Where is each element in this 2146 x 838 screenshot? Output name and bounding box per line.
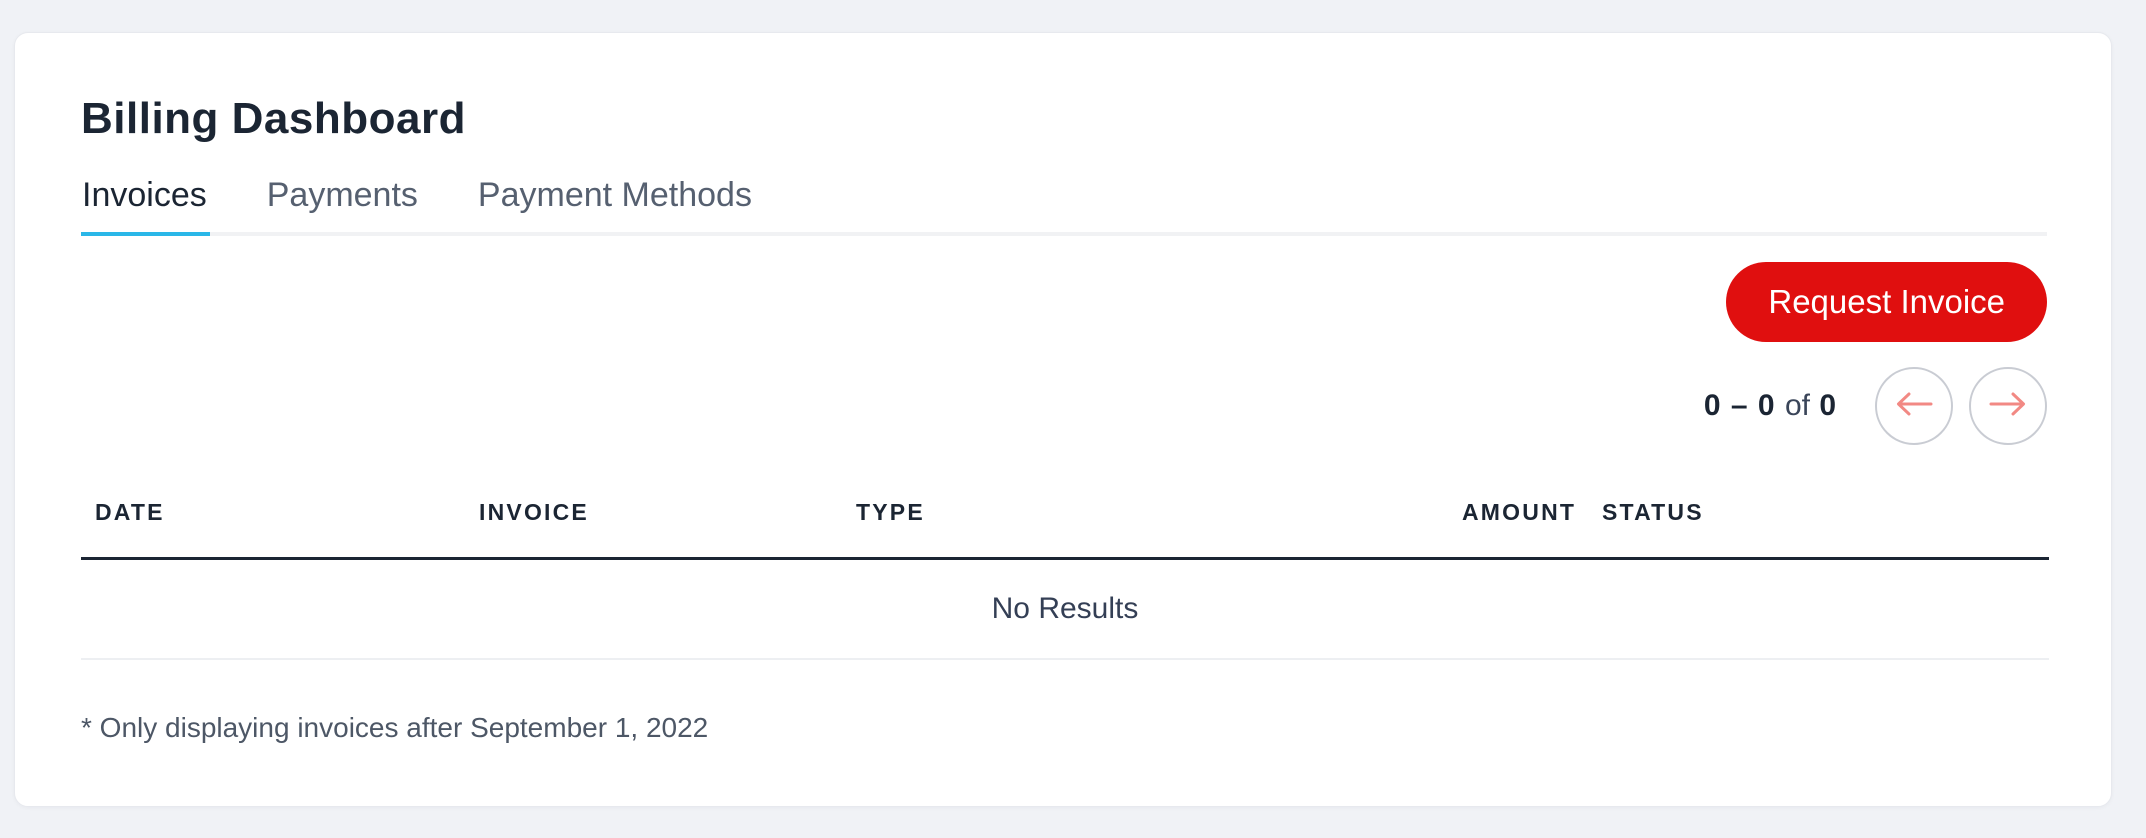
pagination-prev-button[interactable] bbox=[1875, 366, 1953, 445]
tab-payment-methods[interactable]: Payment Methods bbox=[477, 175, 752, 214]
column-header-status: STATUS bbox=[1602, 498, 2049, 560]
empty-state-message: No Results bbox=[81, 558, 2049, 661]
column-header-invoice: INVOICE bbox=[479, 498, 856, 560]
pagination-total: 0 bbox=[1819, 388, 1837, 422]
footnote: * Only displaying invoices after Septemb… bbox=[81, 712, 709, 744]
pagination-of-label: of bbox=[1784, 388, 1810, 422]
request-invoice-button[interactable]: Request Invoice bbox=[1726, 261, 2047, 342]
pagination-range: 0 – 0 of 0 bbox=[1704, 389, 1837, 423]
tab-bar: Invoices Payments Payment Methods bbox=[81, 176, 2047, 236]
page-title: Billing Dashboard bbox=[81, 94, 466, 143]
pagination-range-values: 0 – 0 bbox=[1703, 388, 1776, 422]
arrow-left-icon bbox=[1894, 390, 1934, 421]
table-header-row: DATE INVOICE TYPE AMOUNT STATUS bbox=[81, 498, 2049, 560]
arrow-right-icon bbox=[1988, 390, 2028, 421]
tab-payments[interactable]: Payments bbox=[266, 175, 418, 214]
pagination-next-button[interactable] bbox=[1969, 366, 2047, 445]
tab-invoices[interactable]: Invoices bbox=[81, 176, 210, 236]
invoices-table: DATE INVOICE TYPE AMOUNT STATUS No Resul… bbox=[81, 498, 2049, 661]
column-header-date: DATE bbox=[81, 498, 479, 560]
billing-dashboard-card: Billing Dashboard Invoices Payments Paym… bbox=[14, 32, 2112, 807]
empty-state-row: No Results bbox=[81, 558, 2049, 661]
column-header-type: TYPE bbox=[856, 498, 1462, 560]
column-header-amount: AMOUNT bbox=[1462, 498, 1602, 560]
toolbar: Request Invoice bbox=[81, 261, 2047, 342]
pagination: 0 – 0 of 0 bbox=[81, 366, 2047, 445]
